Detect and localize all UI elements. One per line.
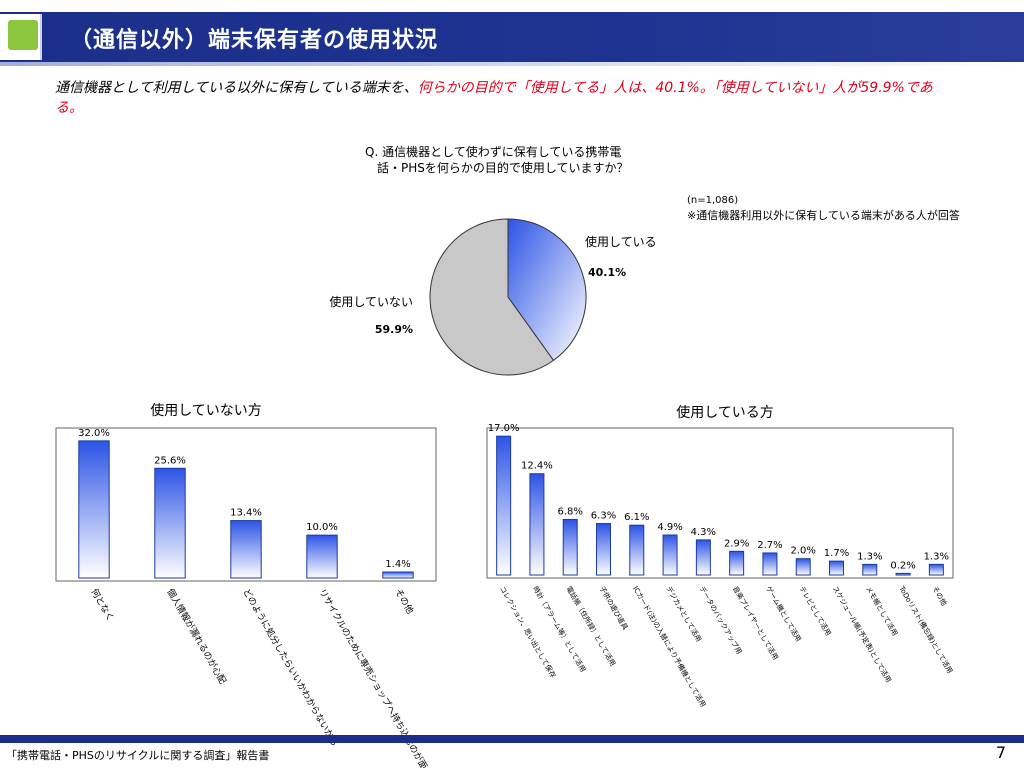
- bar-value-label: 2.7%: [757, 540, 782, 551]
- summary-part2: 何らかの目的で「使用してる」人は、40.1%。「使用していない」人が59.9%で…: [55, 80, 933, 116]
- bar-value-label: 4.9%: [657, 522, 682, 533]
- plot-frame: [486, 427, 954, 579]
- header-bar: （通信以外）端末保有者の使用状況: [0, 0, 1024, 66]
- bar: [596, 523, 611, 576]
- bar-value-label: 32.0%: [78, 428, 110, 439]
- bar-value-label: 1.7%: [824, 548, 849, 559]
- bar-value-label: 12.4%: [521, 461, 553, 472]
- category-label: 個人情報が漏れるのが心配: [164, 587, 228, 687]
- category-label: スケジュール帳(予定表)として活用: [831, 585, 894, 685]
- bar-value-label: 6.3%: [591, 511, 616, 522]
- category-label: 何となく: [88, 587, 116, 624]
- header-background: [0, 12, 1024, 66]
- note-text: ※通信機器利用以外に保有している端末がある人が回答: [687, 208, 960, 222]
- category-label: その他: [931, 585, 949, 608]
- pie-slice: [507, 218, 587, 362]
- bar-value-label: 6.1%: [624, 512, 649, 523]
- bar-chart-using: 使用している方17.0%コレクション、思い出として保存12.4%時計（アラーム等…: [486, 404, 955, 709]
- bar: [306, 534, 338, 579]
- bar: [795, 558, 811, 576]
- category-label: どのように処分したらいいかわからないから: [240, 587, 340, 749]
- footer-bar: [0, 735, 1024, 743]
- bar: [529, 473, 545, 576]
- bar: [154, 467, 186, 579]
- bar-chart-title: 使用していない方: [150, 402, 262, 419]
- bar-value-label: 1.3%: [924, 551, 949, 562]
- pie-value-label: 59.9%: [375, 323, 413, 336]
- category-label: ToDoリスト(備忘録)として活用: [897, 584, 955, 675]
- pie-chart: 使用している 40.1% 使用していない 59.9%: [329, 218, 657, 376]
- question-line1: Q. 通信機器として使わずに保有している携帯電: [365, 145, 622, 159]
- bar: [230, 520, 262, 579]
- bar: [496, 435, 512, 576]
- bar: [928, 563, 944, 576]
- category-label: ICカード(注)の入替により予備機として活用: [631, 585, 708, 709]
- bar-value-label: 1.4%: [385, 559, 410, 570]
- bar-chart-not-using: 使用していない方 32.0% 何となく 25.6% 個人情報が漏れるのが心配 13.4% ど…: [55, 402, 448, 768]
- plot-frame: [55, 427, 437, 582]
- bar: [629, 524, 645, 576]
- summary-text: 通信機器として利用している以外に保有している端末を、何らかの目的で「使用してる」…: [55, 78, 935, 118]
- page-number: 7: [995, 743, 1006, 762]
- bar: [762, 552, 778, 576]
- bar-value-label: 1.3%: [857, 551, 882, 562]
- category-label: その他: [392, 587, 416, 616]
- bar: [695, 539, 711, 576]
- category-label: テレビとして活用: [797, 585, 833, 638]
- bar-value-label: 0.2%: [890, 560, 915, 571]
- bar: [829, 560, 844, 576]
- bar-value-label: 2.9%: [724, 538, 749, 549]
- category-label: ゲーム機として活用: [764, 585, 803, 644]
- footer-text: 「携帯電話・PHSのリサイクルに関する調査」報告書: [6, 749, 270, 762]
- category-label: 子供の遊び道具: [598, 585, 630, 632]
- bar: [382, 571, 414, 579]
- note-n: (n=1,086): [687, 195, 738, 206]
- question-line2: 話・PHSを何らかの目的で使用していますか？: [377, 161, 629, 175]
- bar: [662, 534, 678, 576]
- bar-value-label: 10.0%: [306, 522, 338, 533]
- bar-value-label: 25.6%: [154, 455, 186, 466]
- green-square-icon: [8, 20, 38, 50]
- pie-slice: [429, 218, 555, 376]
- bar: [562, 518, 578, 576]
- pie-slice-label: 使用していない: [329, 294, 413, 309]
- header-logo-box: [0, 14, 42, 60]
- bar: [78, 440, 110, 579]
- category-label: デジカメとして活用: [664, 585, 703, 644]
- question-text: Q. 通信機器として使わずに保有している携帯電 話・PHSを何らかの目的で使用し…: [365, 144, 665, 176]
- category-label: コレクション、思い出として保存: [498, 585, 558, 680]
- bar: [862, 563, 878, 576]
- pie-slice-label: 使用している: [585, 234, 657, 249]
- page-title: （通信以外）端末保有者の使用状況: [70, 28, 439, 53]
- bar-value-label: 17.0%: [488, 423, 520, 434]
- pie-value-label: 40.1%: [588, 266, 626, 279]
- bar-value-label: 2.0%: [791, 546, 816, 557]
- bar-value-label: 6.8%: [558, 506, 583, 517]
- summary-part1: 通信機器として利用している以外に保有している端末を、: [55, 80, 418, 96]
- bar: [895, 572, 911, 576]
- bar-value-label: 4.3%: [691, 527, 716, 538]
- bar-chart-title: 使用している方: [676, 404, 774, 421]
- bar-value-label: 13.4%: [230, 508, 262, 519]
- category-label: メモ帳として活用: [864, 585, 900, 638]
- bar: [729, 550, 745, 576]
